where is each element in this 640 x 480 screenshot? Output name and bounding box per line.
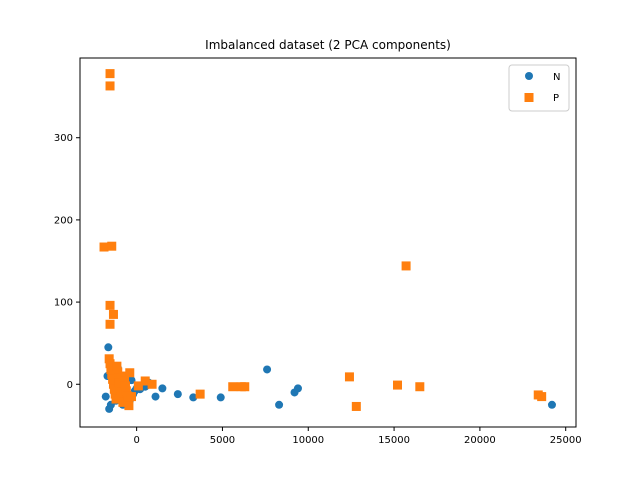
data-point-p [120,376,130,386]
data-point-n [101,392,110,401]
data-point-p [115,383,125,393]
data-point-p [111,394,121,404]
plot-area [99,69,556,413]
legend-label-p: P [553,93,559,104]
legend-marker-p [524,93,534,102]
legend: N P [508,64,570,112]
data-point-p [110,389,120,399]
data-point-p [105,300,115,310]
y-tick-label: 200 [54,215,73,226]
data-point-p [114,373,124,383]
series-p [99,69,547,411]
data-point-p [240,382,250,392]
data-point-p [351,401,361,411]
data-point-p [195,389,205,399]
data-point-n [216,393,225,402]
data-point-p [415,382,425,392]
data-point-p [147,379,157,389]
data-point-p [133,381,143,391]
data-point-p [108,309,118,319]
data-point-p [126,392,136,402]
data-point-n [275,400,284,409]
data-point-p [99,242,109,252]
data-point-p [104,354,114,364]
data-point-p [107,369,117,379]
data-point-p [401,261,411,271]
axes-frame [79,57,577,428]
legend-marker-n [525,72,533,80]
data-point-p [109,384,119,394]
data-point-p [124,401,134,411]
data-point-p [105,81,115,91]
data-point-p [119,371,129,381]
data-point-p [113,367,123,377]
data-point-n [173,390,182,399]
y-tick-label: 0 [67,380,73,391]
data-point-n [158,384,167,393]
data-point-p [116,387,126,397]
data-point-p [114,378,124,388]
data-point-p [125,368,135,378]
data-point-p [112,361,122,371]
y-tick-label: 300 [54,133,73,144]
data-point-n [104,343,113,352]
data-point-p [106,364,116,374]
x-tick-label: 5000 [210,435,235,446]
data-point-p [120,381,130,391]
data-point-p [118,397,128,407]
data-point-p [228,382,238,392]
data-point-p [107,241,117,251]
data-point-p [108,379,118,389]
legend-label-n: N [553,72,560,83]
data-point-p [140,376,150,386]
data-point-p [537,392,547,402]
data-point-p [105,69,115,79]
x-tick-label: 0 [133,435,139,446]
data-point-p [393,380,403,390]
data-point-p [108,374,118,384]
data-point-n [189,393,198,402]
chart-title: Imbalanced dataset (2 PCA components) [205,38,451,52]
y-tick-label: 100 [54,298,73,309]
data-point-p [117,392,127,402]
x-tick-label: 20000 [464,435,496,446]
data-point-p [105,319,115,329]
legend-box [508,64,570,112]
x-tick-label: 10000 [292,435,324,446]
data-point-p [121,386,131,396]
data-point-n [547,400,556,409]
x-tick-label: 25000 [550,435,582,446]
data-point-p [105,359,115,369]
x-tick-label: 15000 [378,435,410,446]
data-point-n [263,365,272,374]
data-point-n [151,392,160,401]
data-point-p [344,372,354,382]
data-point-n [293,384,302,393]
axis-ticks: 0 5000 10000 15000 20000 25000 0 100 200 300 [54,133,582,446]
